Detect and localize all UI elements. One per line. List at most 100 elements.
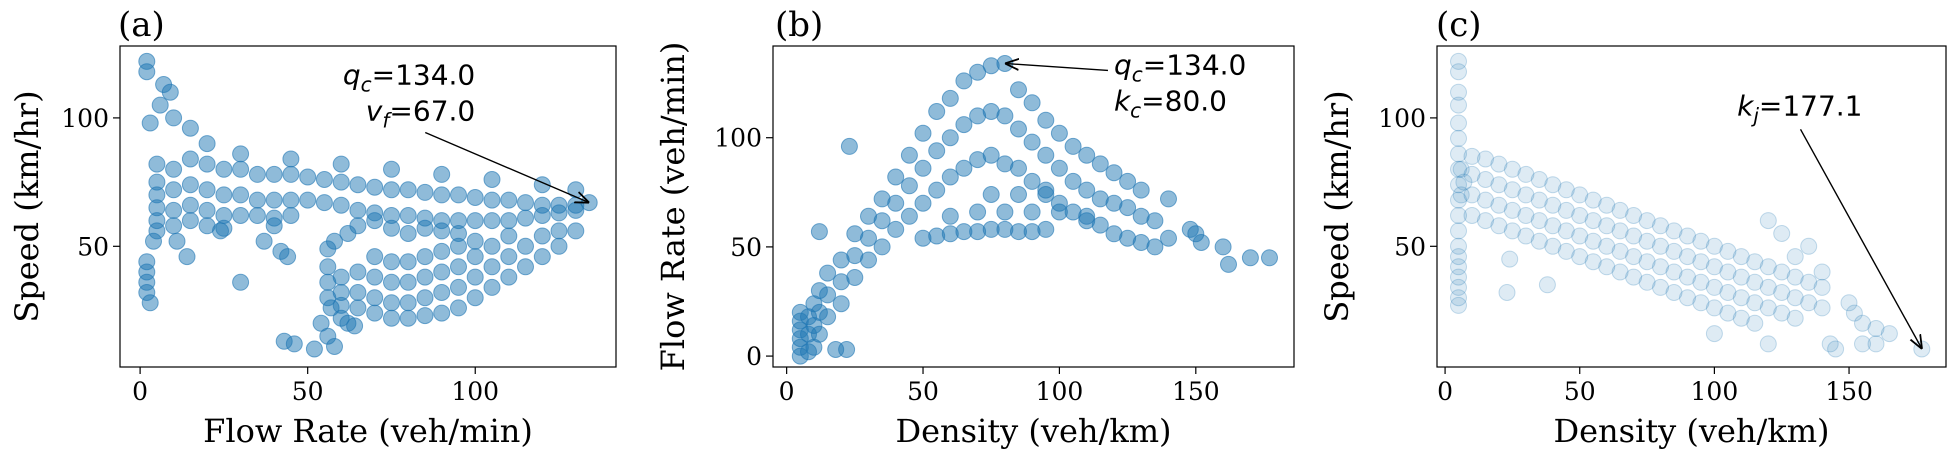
data-point: [165, 201, 183, 219]
data-point: [1023, 203, 1041, 221]
data-point: [1598, 217, 1616, 235]
data-point: [483, 171, 501, 188]
data-point: [399, 181, 417, 199]
data-point: [838, 341, 856, 358]
data-point: [810, 223, 828, 241]
data-point: [450, 299, 467, 317]
data-point: [1023, 172, 1041, 190]
data-point: [232, 273, 250, 291]
data-point: [332, 196, 350, 214]
x-axis-label: Density (veh/km): [1553, 412, 1829, 450]
data-point: [517, 194, 534, 212]
data-point: [1638, 212, 1656, 230]
data-point: [1584, 212, 1602, 230]
data-point: [1530, 191, 1548, 209]
data-point: [383, 181, 400, 199]
data-point: [550, 222, 568, 240]
data-point: [1503, 181, 1521, 199]
data-point: [567, 222, 585, 240]
data-point: [349, 176, 367, 194]
data-point: [416, 183, 434, 201]
data-point: [433, 263, 451, 281]
data-point: [299, 168, 317, 186]
data-point: [151, 96, 169, 114]
data-point: [346, 317, 364, 335]
data-point: [1719, 284, 1737, 301]
data-point: [928, 142, 946, 160]
data-point: [1557, 201, 1575, 219]
data-point: [181, 150, 199, 168]
data-point: [1452, 186, 1470, 204]
data-point: [178, 248, 196, 266]
data-point: [1450, 129, 1467, 147]
panel-3: 0 50 100 150 50 100 Density (veh/km) Speed (km/…: [1318, 5, 1947, 450]
panel-2: 0 50 100 150 0 50 100 Density (veh/km) Flow Rate…: [654, 5, 1295, 450]
data-point: [1463, 186, 1481, 204]
x-axis-label: Density (veh/km): [895, 412, 1171, 450]
data-point: [1598, 196, 1616, 214]
data-point: [1665, 222, 1683, 240]
y-tick-label: 100: [714, 124, 762, 153]
data-point: [1450, 268, 1467, 286]
data-point: [1010, 81, 1027, 99]
data-point: [416, 248, 434, 266]
data-point: [1746, 294, 1764, 312]
data-point: [1503, 222, 1521, 240]
data-point: [1477, 191, 1494, 209]
data-point: [181, 176, 199, 194]
data-point: [1160, 229, 1177, 247]
data-point: [1490, 155, 1508, 173]
data-point: [282, 191, 300, 209]
annotation-text: kc=80.0: [1114, 84, 1227, 122]
data-point: [1119, 172, 1137, 190]
data-point: [1598, 258, 1616, 276]
data-point: [232, 186, 250, 204]
data-point: [1503, 201, 1521, 219]
data-point: [1187, 225, 1205, 243]
data-point: [1759, 278, 1777, 296]
data-point: [265, 191, 283, 209]
data-point: [265, 165, 283, 183]
x-tick-label: 0: [779, 377, 795, 406]
data-point: [181, 119, 199, 137]
y-tick-label: 50: [730, 233, 762, 262]
annotation-text: qc=134.0: [343, 59, 475, 97]
annotation-arrow: [1799, 128, 1923, 349]
data-point: [1450, 96, 1467, 114]
data-point: [1450, 52, 1467, 70]
data-point: [887, 220, 905, 238]
data-point: [819, 264, 837, 282]
data-point: [1746, 273, 1764, 291]
data-point: [1773, 304, 1791, 322]
data-point: [1638, 273, 1656, 291]
data-point: [161, 83, 179, 101]
data-point: [1719, 242, 1737, 260]
data-point: [1091, 216, 1109, 234]
plot-frame: [1436, 45, 1947, 368]
data-point: [1611, 263, 1629, 281]
data-point: [1759, 299, 1777, 317]
data-point: [433, 304, 451, 322]
panel-label: (c): [1436, 5, 1482, 45]
data-point: [1584, 191, 1602, 209]
data-point: [517, 237, 534, 255]
data-point: [1450, 191, 1467, 209]
data-point: [1078, 181, 1096, 199]
data-point: [1584, 253, 1602, 271]
data-point: [1880, 325, 1898, 343]
data-point: [1037, 186, 1055, 203]
data-point: [399, 309, 417, 327]
data-point: [1679, 289, 1696, 307]
data-point: [466, 189, 484, 206]
data-point: [332, 173, 350, 191]
data-point: [433, 284, 451, 301]
data-point: [483, 237, 501, 255]
data-point: [500, 248, 518, 266]
x-tick-label: 0: [1437, 377, 1453, 406]
data-point: [1867, 335, 1885, 353]
data-point: [279, 248, 297, 266]
data-point: [517, 209, 534, 227]
data-point: [383, 294, 400, 312]
plot-frame: [772, 45, 1295, 368]
data-point: [914, 194, 932, 212]
